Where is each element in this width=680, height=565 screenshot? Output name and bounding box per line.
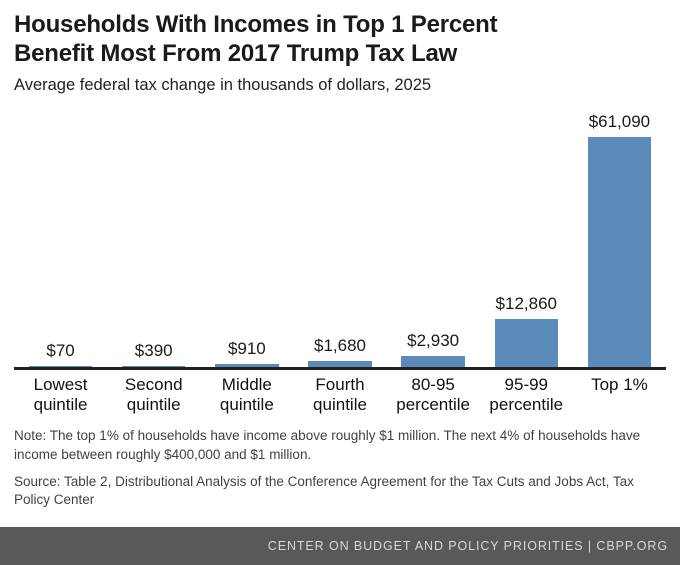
chart-header: Households With Incomes in Top 1 Percent… <box>0 0 680 95</box>
footer-bar: CENTER ON BUDGET AND POLICY PRIORITIES |… <box>0 527 680 565</box>
x-axis-label: Top 1% <box>591 374 648 394</box>
plot-area: $70 $390 $910 $1,680 $2,930 $12,860 $61,090 <box>14 99 666 367</box>
bar-value-label: $2,930 <box>407 330 460 350</box>
x-axis-label: 95-99 percentile <box>489 374 564 414</box>
bar <box>28 365 93 367</box>
x-axis-label: 80-95 percentile <box>396 374 470 414</box>
x-axis-baseline <box>14 366 666 370</box>
x-axis-label: Second quintile <box>124 374 183 414</box>
bar-value-label: $12,860 <box>495 293 557 313</box>
bar <box>122 365 186 367</box>
bar <box>401 355 465 367</box>
x-axis-labels: Lowest quintile Second quintile Middle quinti… <box>14 370 666 416</box>
x-axis-label: Fourth quintile <box>313 374 367 414</box>
bar-column: $2,930 <box>387 331 480 367</box>
bar-value-label: $910 <box>227 338 266 358</box>
bar-value-label: $1,680 <box>313 335 366 355</box>
bar-value-label: $61,090 <box>588 111 651 131</box>
chart-title-line2: Benefit Most From 2017 Trump Tax Law <box>14 40 458 68</box>
x-axis-label: Lowest quintile <box>33 374 88 414</box>
bar-column: $390 <box>107 341 200 367</box>
chart-subtitle: Average federal tax change in thousands … <box>14 75 432 94</box>
bar-column: $70 <box>14 341 107 367</box>
bar <box>494 318 558 367</box>
bar <box>587 136 652 367</box>
bar <box>215 363 279 367</box>
x-axis-label: Middle quintile <box>219 374 274 414</box>
chart-title-line1: Households With Incomes in Top 1 Percent <box>14 11 498 38</box>
bar-column: $12,860 <box>480 294 573 367</box>
chart-title: Households With Incomes in Top 1 Percent… <box>14 10 664 69</box>
bar-column: $1,680 <box>293 336 386 367</box>
bar-column: $61,090 <box>573 112 666 367</box>
note-text: Note: The top 1% of households have inco… <box>14 428 641 462</box>
bar <box>308 360 372 367</box>
bar-column: $910 <box>200 339 293 367</box>
source-text: Source: Table 2, Distributional Analysis… <box>14 473 634 508</box>
bar-value-label: $70 <box>46 340 75 360</box>
footer-text: CENTER ON BUDGET AND POLICY PRIORITIES |… <box>267 539 668 553</box>
bar-value-label: $390 <box>134 340 173 360</box>
bar-chart: $70 $390 $910 $1,680 $2,930 $12,860 $61,090 Lo… <box>0 95 680 416</box>
